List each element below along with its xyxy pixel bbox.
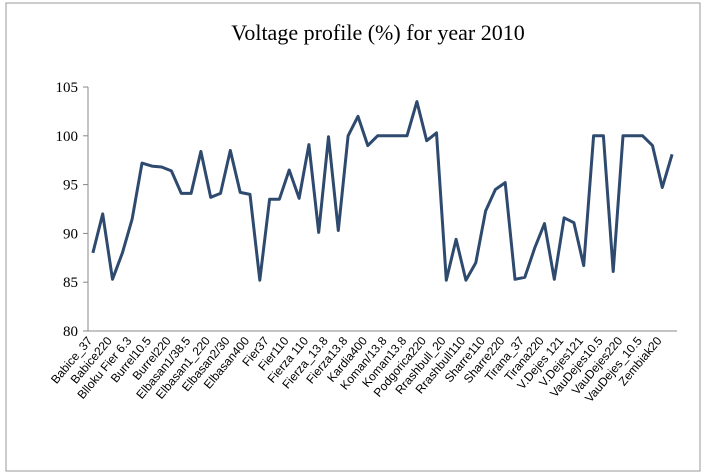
data-line (91, 100, 674, 282)
y-tick-label: 80 (63, 324, 78, 340)
y-tick-label: 95 (63, 178, 78, 194)
y-tick-label: 100 (56, 129, 79, 145)
chart-frame (5, 2, 701, 472)
chart-title: Voltage profile (%) for year 2010 (231, 20, 524, 45)
y-tick-label: 85 (63, 275, 78, 291)
y-tick-label: 90 (63, 226, 78, 242)
y-tick-label: 105 (56, 80, 79, 96)
